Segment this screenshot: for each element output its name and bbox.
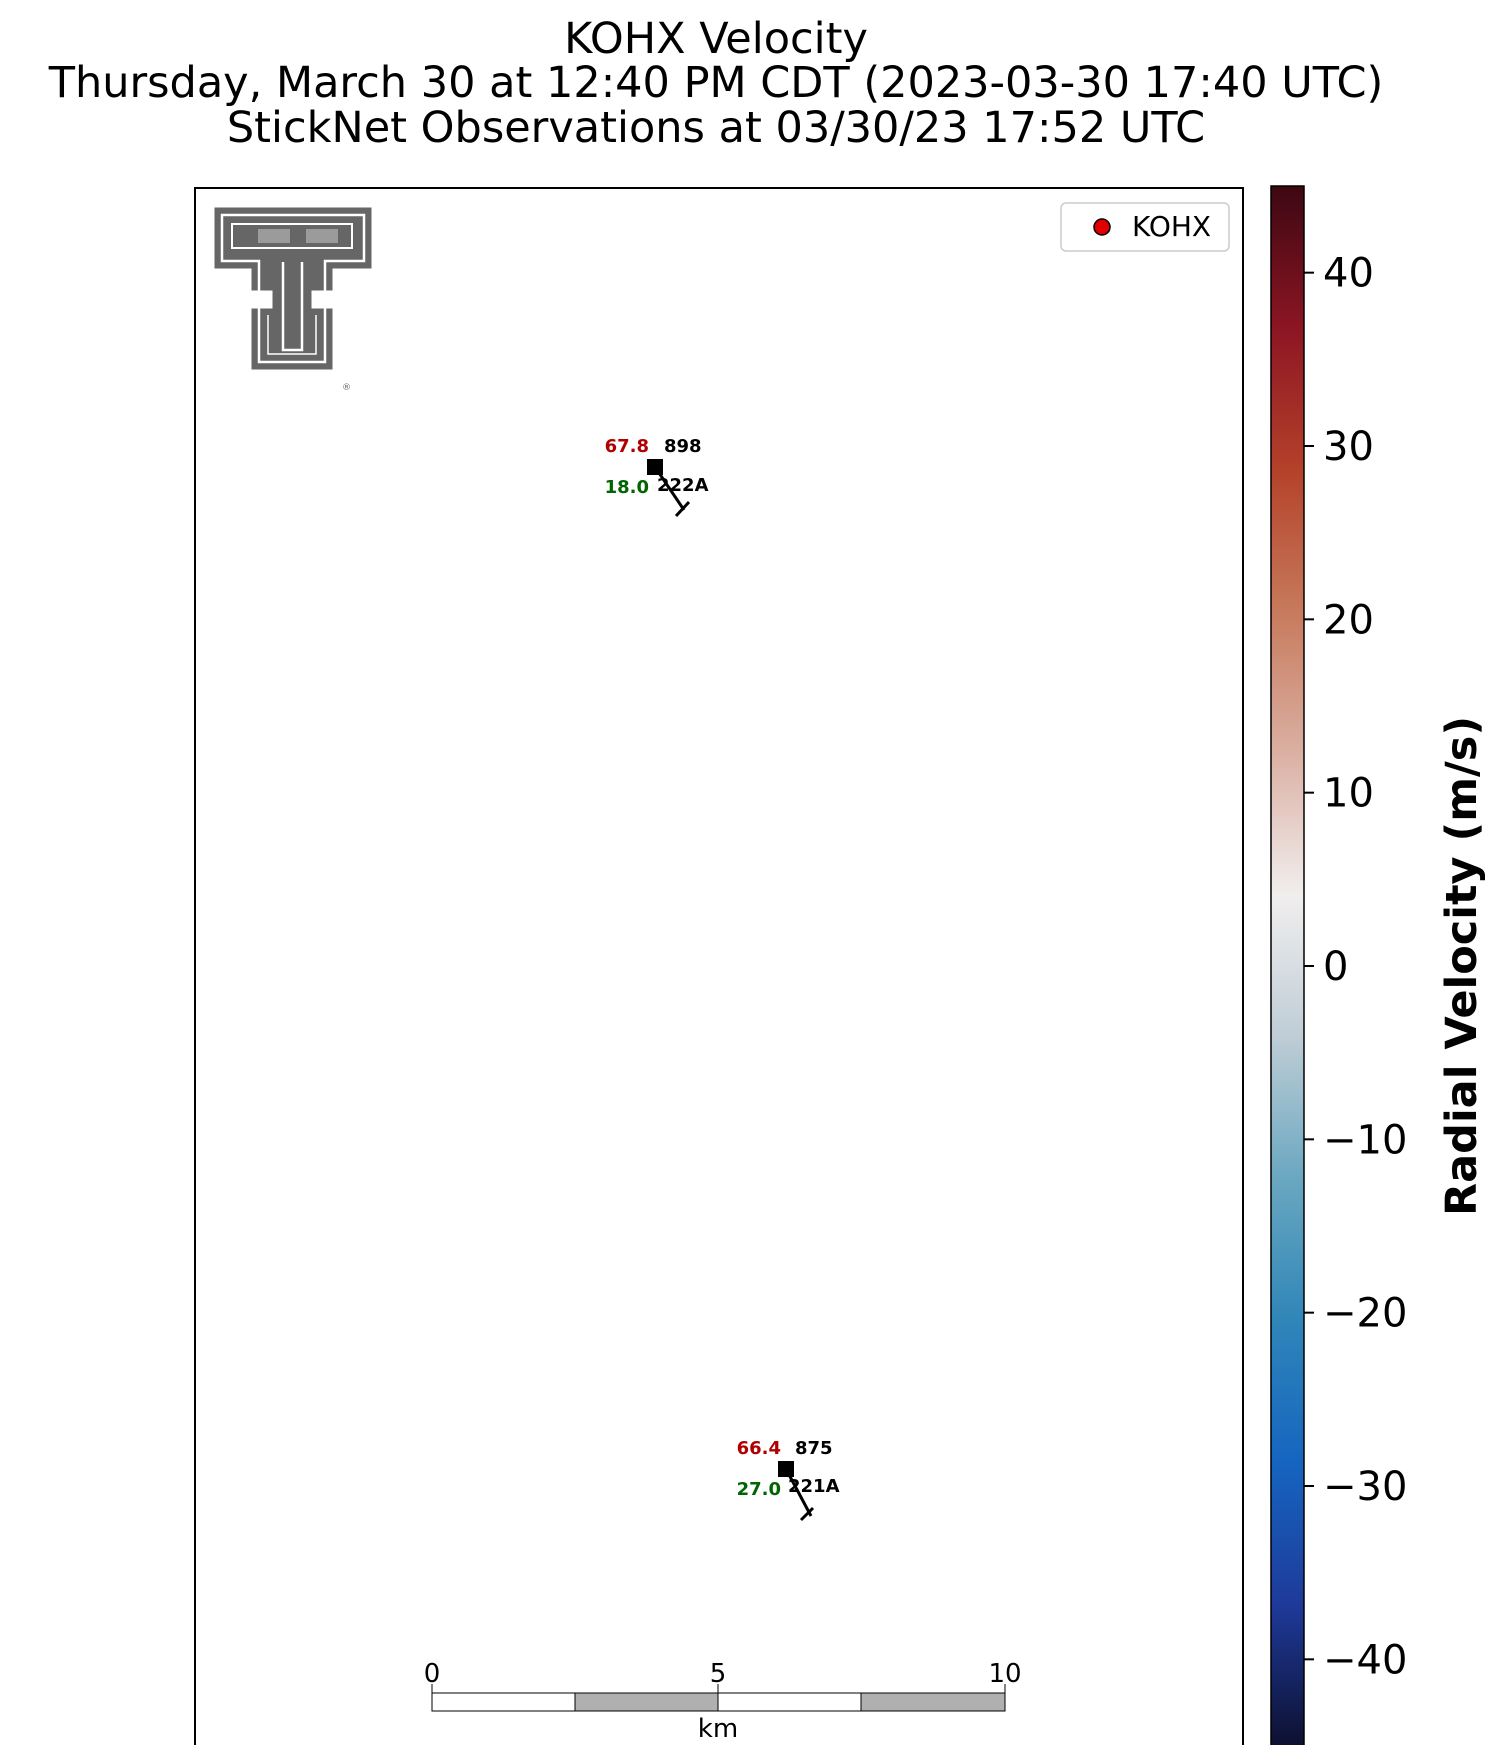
station-pressure: 875	[795, 1438, 833, 1459]
station-dewpoint: 27.0	[737, 1479, 781, 1500]
colorbar-tick-label: −40	[1323, 1637, 1407, 1683]
station-temperature: 67.8	[605, 436, 649, 457]
colorbar-tick-label: 10	[1323, 771, 1374, 817]
colorbar-gradient	[1270, 185, 1305, 1745]
station-pressure: 898	[664, 436, 702, 457]
station-id: 221A	[788, 1476, 840, 1497]
station-221A: 66.4 875 27.0 221A	[737, 1438, 840, 1522]
colorbar-label: Radial Velocity (m/s)	[1437, 716, 1487, 1216]
station-222A: 67.8 898 18.0 222A	[605, 436, 709, 518]
colorbar-tick-label: 30	[1323, 424, 1374, 470]
colorbar-tick-label: 0	[1323, 944, 1348, 990]
scale-bar-unit: km	[698, 1714, 738, 1744]
scale-bar-tick-label: 0	[424, 1659, 441, 1689]
wind-barb-shaft	[784, 1468, 813, 1517]
texas-tech-double-t-logo: ®	[214, 207, 372, 393]
legend-marker-icon	[1093, 218, 1111, 236]
station-dewpoint: 18.0	[605, 477, 649, 498]
scale-bar-segment	[574, 1692, 719, 1712]
svg-text:®: ®	[342, 383, 351, 393]
colorbar-tick-label: −10	[1323, 1117, 1407, 1163]
colorbar-tick-label: −30	[1323, 1464, 1407, 1510]
station-id: 222A	[657, 475, 709, 496]
scale-bar-segment	[431, 1692, 576, 1712]
map-axes-frame	[194, 187, 1244, 1745]
scale-bar-tick-label: 10	[988, 1659, 1021, 1689]
colorbar-tick-label: 20	[1323, 597, 1374, 643]
colorbar-tick-label: 40	[1323, 251, 1374, 297]
wind-barb-flag	[799, 1506, 815, 1522]
chart-subtitle-time: Thursday, March 30 at 12:40 PM CDT (2023…	[48, 58, 1384, 108]
scale-bar-segment	[860, 1692, 1006, 1712]
scale-bar-tick-label: 5	[710, 1659, 727, 1689]
scale-bar: 0 5 10 km	[424, 1659, 1022, 1744]
wind-barb-flag	[674, 500, 691, 518]
legend-box	[1060, 202, 1230, 252]
chart-subtitle-observations: StickNet Observations at 03/30/23 17:52 …	[226, 103, 1206, 153]
chart-title: KOHX Velocity	[564, 14, 868, 64]
scale-bar-segment	[717, 1692, 862, 1712]
wind-barb-shaft	[653, 466, 686, 511]
colorbar: 40 30 20 10 0 −10 −20 −30 −40	[1270, 185, 1407, 1745]
colorbar-tick-label: −20	[1323, 1291, 1407, 1337]
legend-label: KOHX	[1132, 210, 1211, 243]
station-temperature: 66.4	[737, 1438, 781, 1459]
legend: KOHX	[1060, 202, 1230, 252]
